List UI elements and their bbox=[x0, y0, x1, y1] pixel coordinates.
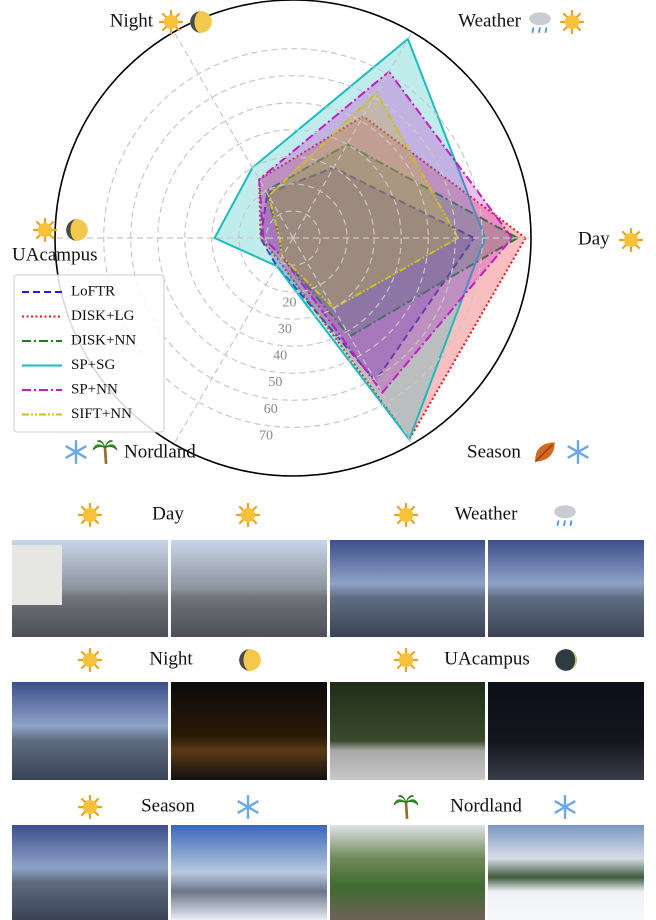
photo bbox=[488, 540, 644, 637]
grid-circle bbox=[184, 129, 402, 347]
outer-circle bbox=[54, 0, 532, 477]
icon bbox=[555, 649, 577, 671]
legend-label: DISK+NN bbox=[71, 332, 136, 348]
icon bbox=[235, 502, 261, 528]
legend-label: SP+SG bbox=[71, 357, 115, 373]
r-tick-label: 60 bbox=[264, 402, 278, 417]
photo bbox=[330, 825, 485, 920]
icon bbox=[559, 9, 585, 35]
icon bbox=[393, 794, 419, 820]
axis-label: Weather bbox=[458, 10, 521, 31]
panel-title: Night bbox=[149, 648, 193, 669]
icon bbox=[190, 11, 212, 33]
panel-title: Nordland bbox=[450, 795, 522, 816]
legend-label: SIFT+NN bbox=[71, 406, 132, 422]
icon bbox=[553, 794, 577, 820]
panel-title: Season bbox=[141, 795, 195, 816]
r-tick-label: 40 bbox=[273, 349, 287, 364]
axis-label: Season bbox=[467, 441, 521, 462]
icon bbox=[393, 502, 419, 528]
icon bbox=[64, 439, 88, 465]
photo bbox=[330, 540, 485, 637]
icon bbox=[534, 441, 556, 463]
axis-label: UAcampus bbox=[12, 244, 97, 265]
axis-label: Nordland bbox=[124, 441, 196, 462]
legend-label: LoFTR bbox=[71, 283, 115, 299]
photo bbox=[171, 682, 327, 780]
panel-title: UAcampus bbox=[444, 648, 529, 669]
icon bbox=[92, 439, 118, 465]
icon bbox=[553, 504, 577, 527]
photo-detail bbox=[12, 545, 62, 605]
icon bbox=[158, 9, 184, 35]
icon bbox=[618, 227, 644, 253]
photo bbox=[330, 682, 485, 780]
photo bbox=[12, 825, 168, 920]
panel-title: Weather bbox=[455, 503, 518, 524]
icon bbox=[566, 439, 590, 465]
photo bbox=[12, 682, 168, 780]
example-images: Day Weather Night UAcampus Season Nordla… bbox=[12, 502, 644, 920]
icon bbox=[77, 502, 103, 528]
icon bbox=[77, 647, 103, 673]
icon bbox=[66, 219, 88, 241]
r-tick-label: 20 bbox=[283, 295, 297, 310]
r-tick-label: 30 bbox=[278, 322, 292, 337]
grid-circle bbox=[103, 48, 483, 428]
icon bbox=[393, 647, 419, 673]
radar-chart: 10 20 30 40 50 60 70 LoFTR DISK+LG DISK+NN SP+SG SP… bbox=[13, 0, 532, 477]
axis-label: Day bbox=[578, 228, 610, 249]
photo bbox=[488, 825, 644, 920]
grid-circle bbox=[265, 210, 321, 266]
photo bbox=[171, 540, 327, 637]
legend-label: DISK+LG bbox=[71, 308, 135, 324]
photo bbox=[171, 825, 327, 920]
r-tick-label: 50 bbox=[268, 375, 282, 390]
icon bbox=[236, 794, 260, 820]
icon bbox=[32, 217, 58, 243]
icon bbox=[528, 11, 552, 34]
r-tick-label: 10 bbox=[287, 269, 301, 284]
axis-label: Night bbox=[110, 10, 154, 31]
legend-label: SP+NN bbox=[71, 381, 118, 397]
panel-title: Day bbox=[152, 503, 184, 524]
legend-box bbox=[13, 274, 165, 433]
icon bbox=[239, 649, 261, 671]
icon bbox=[77, 794, 103, 820]
photo bbox=[488, 682, 644, 780]
r-tick-label: 70 bbox=[259, 428, 273, 443]
